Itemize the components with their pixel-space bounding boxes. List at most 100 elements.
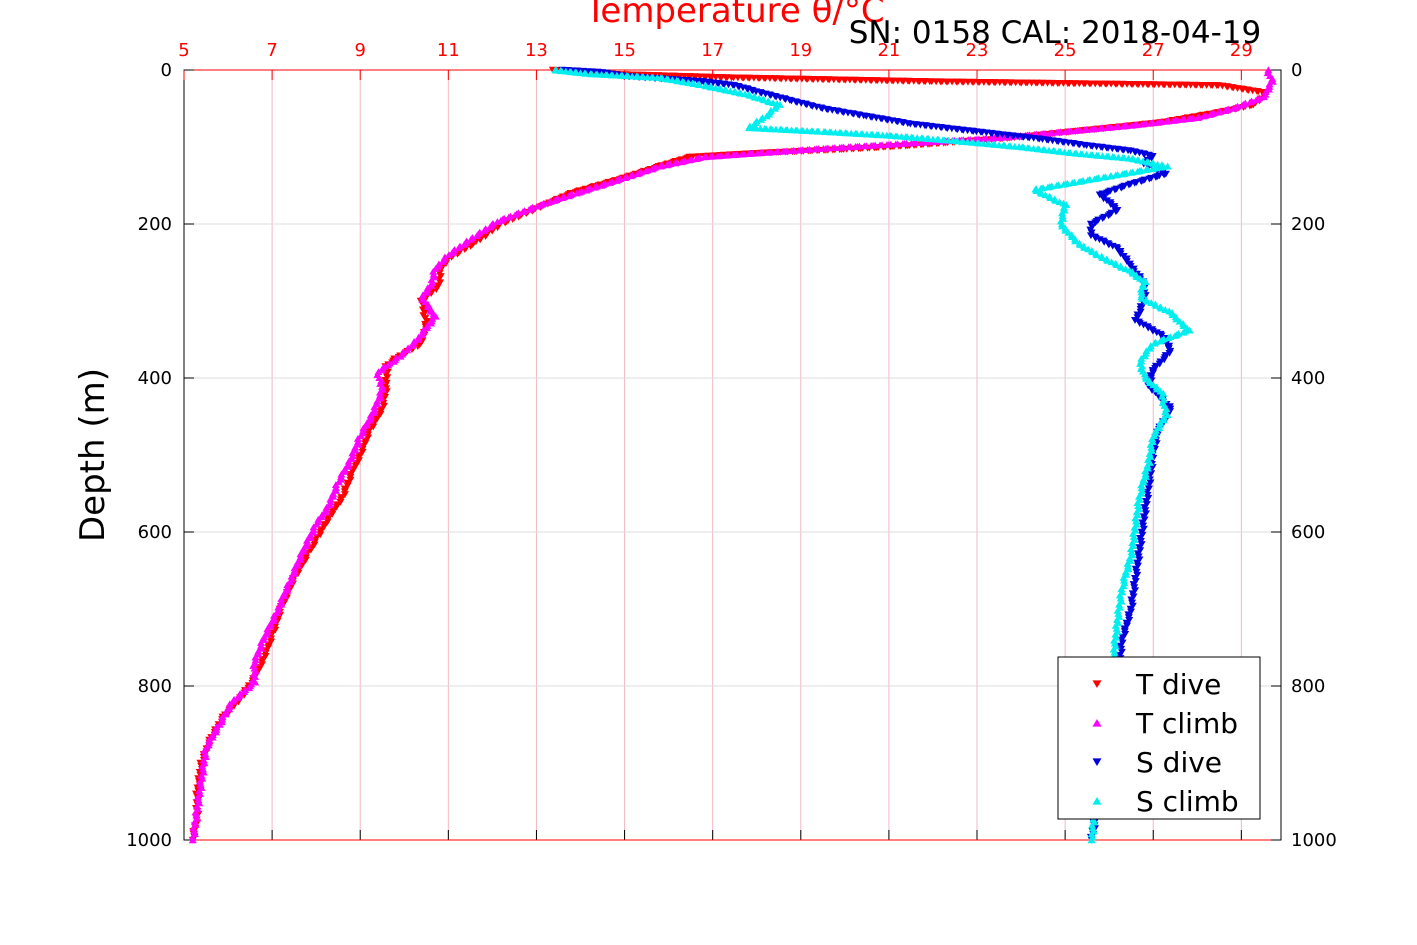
data-point bbox=[979, 135, 988, 142]
data-point bbox=[326, 498, 335, 506]
data-point bbox=[1058, 212, 1067, 219]
data-point bbox=[198, 762, 207, 770]
data-point bbox=[597, 181, 606, 189]
data-point bbox=[775, 101, 784, 108]
data-point bbox=[480, 226, 489, 234]
data-point bbox=[729, 151, 738, 159]
legend-entry: S climb bbox=[1136, 785, 1239, 818]
data-point bbox=[1169, 117, 1178, 124]
legend-marker bbox=[1092, 796, 1102, 805]
data-point bbox=[1132, 508, 1141, 516]
data-point bbox=[328, 510, 337, 518]
data-point bbox=[590, 183, 599, 191]
data-point bbox=[1229, 104, 1238, 112]
data-point bbox=[891, 140, 900, 148]
data-point bbox=[1121, 568, 1130, 576]
data-point bbox=[1145, 450, 1154, 457]
data-point bbox=[677, 158, 686, 166]
data-point bbox=[662, 161, 671, 169]
data-point bbox=[713, 152, 722, 160]
data-point bbox=[1129, 529, 1138, 537]
data-point bbox=[1037, 184, 1046, 192]
data-point bbox=[1193, 114, 1202, 121]
data-point bbox=[844, 143, 853, 151]
data-point bbox=[533, 202, 542, 210]
series-t-climb bbox=[188, 66, 1277, 844]
data-point bbox=[1170, 332, 1179, 339]
data-point bbox=[695, 81, 704, 89]
chart-subtitle: SN: 0158 CAL: 2018-04-19 bbox=[849, 15, 1262, 51]
data-point bbox=[234, 693, 243, 701]
data-point bbox=[1143, 461, 1152, 469]
data-point bbox=[240, 688, 249, 695]
x-tick-label: 5 bbox=[178, 40, 189, 61]
data-point bbox=[370, 406, 379, 413]
data-point bbox=[195, 787, 204, 794]
data-point bbox=[572, 189, 581, 197]
data-point bbox=[201, 750, 210, 757]
data-point bbox=[1199, 112, 1208, 120]
data-point bbox=[1111, 171, 1120, 179]
data-point bbox=[1164, 334, 1173, 342]
y-tick-label-right: 800 bbox=[1291, 676, 1325, 697]
data-point bbox=[460, 240, 469, 248]
data-point bbox=[1137, 120, 1146, 128]
data-point bbox=[633, 170, 642, 178]
data-point bbox=[1133, 167, 1142, 175]
x-tick-label: 27 bbox=[1142, 40, 1165, 61]
legend-box bbox=[1057, 656, 1261, 820]
x-tick-label: 7 bbox=[266, 40, 277, 61]
data-point bbox=[1179, 328, 1188, 336]
data-point bbox=[744, 150, 753, 158]
data-point bbox=[876, 141, 885, 149]
data-point bbox=[1080, 126, 1089, 134]
data-point bbox=[916, 138, 925, 146]
data-point bbox=[1245, 98, 1254, 106]
data-point bbox=[518, 208, 527, 215]
data-point bbox=[1106, 201, 1115, 208]
data-point bbox=[194, 796, 203, 804]
data-point bbox=[898, 140, 907, 147]
data-point bbox=[1095, 191, 1104, 199]
data-point bbox=[1162, 117, 1171, 125]
data-point bbox=[389, 357, 398, 365]
data-point bbox=[1127, 548, 1136, 556]
data-point bbox=[612, 177, 621, 184]
data-point bbox=[1043, 183, 1052, 191]
data-point bbox=[427, 276, 436, 284]
y-tick-label-left: 1000 bbox=[126, 830, 172, 851]
data-point bbox=[835, 143, 844, 151]
data-point bbox=[1127, 121, 1136, 129]
y-tick-label-right: 600 bbox=[1291, 522, 1325, 543]
data-point bbox=[1058, 209, 1067, 217]
data-point bbox=[1139, 475, 1148, 483]
data-point bbox=[1114, 610, 1123, 617]
legend-entry: S dive bbox=[1136, 746, 1222, 779]
data-point bbox=[907, 139, 916, 147]
x-tick-label: 11 bbox=[437, 40, 460, 61]
chart-title: Temperature θ/°C bbox=[584, 0, 884, 31]
data-point bbox=[757, 115, 766, 123]
data-point bbox=[1132, 517, 1141, 525]
data-point bbox=[606, 179, 615, 186]
data-point bbox=[753, 149, 762, 157]
data-point bbox=[1119, 576, 1128, 584]
y-tick-label-right: 200 bbox=[1291, 214, 1325, 235]
data-point bbox=[794, 146, 803, 154]
data-point bbox=[1126, 168, 1135, 176]
data-point bbox=[1118, 170, 1127, 178]
data-point bbox=[1146, 441, 1155, 448]
data-point bbox=[706, 152, 715, 160]
data-point bbox=[1103, 124, 1112, 131]
data-point bbox=[525, 205, 534, 213]
data-point bbox=[1128, 539, 1137, 546]
data-point bbox=[414, 335, 423, 343]
data-point bbox=[1059, 203, 1068, 211]
x-tick-label: 21 bbox=[877, 40, 900, 61]
data-point bbox=[1214, 108, 1223, 116]
legend-marker bbox=[1092, 718, 1102, 727]
data-point bbox=[1092, 251, 1101, 259]
data-point bbox=[1185, 115, 1194, 123]
data-point bbox=[1117, 585, 1126, 593]
data-point bbox=[692, 155, 701, 163]
